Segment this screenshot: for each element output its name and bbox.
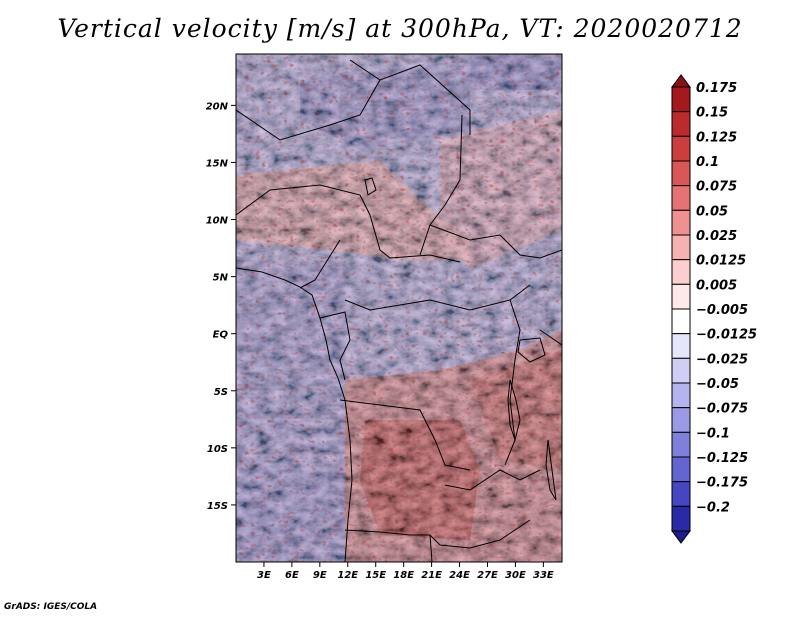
border-niger-algeria xyxy=(236,59,381,141)
border-nigeria-niger xyxy=(236,184,371,216)
y-tick-label: 15S xyxy=(207,501,228,512)
x-tick-label: 18E xyxy=(393,570,414,581)
colorbar-label: −0.005 xyxy=(696,303,748,318)
x-tick-label: 21E xyxy=(421,570,442,581)
border-gabon-congo xyxy=(319,311,351,381)
x-tick-label: 9E xyxy=(313,570,327,581)
colorbar-swatch xyxy=(671,185,691,211)
colorbar-label: −0.075 xyxy=(696,402,748,417)
colorbar-label: −0.0125 xyxy=(696,328,757,343)
border-zimbabwe xyxy=(429,519,531,549)
colorbar-swatch xyxy=(671,431,691,458)
lake-chad xyxy=(364,177,377,196)
x-tick-label: 33E xyxy=(533,570,554,581)
colorbar-label: −0.1 xyxy=(696,426,730,441)
lake-victoria xyxy=(517,337,546,363)
colorbar-label: −0.025 xyxy=(696,352,748,367)
border-zambia xyxy=(444,469,541,491)
colorbar-swatch xyxy=(671,407,691,433)
border-chad-sudan xyxy=(419,114,463,256)
y-axis: 20N 15N 10N 5N EQ 5S 10S 15S xyxy=(206,101,236,512)
lake-tanganyika xyxy=(507,379,521,442)
colorbar-label: 0.005 xyxy=(696,278,737,293)
border-sudan-ssudan xyxy=(429,224,562,259)
y-tick-label: 5N xyxy=(213,273,229,284)
map-frame xyxy=(235,53,563,563)
chart-title: Vertical velocity [m/s] at 300hPa, VT: 2… xyxy=(57,14,743,43)
colorbar-bottom-arrow xyxy=(671,530,691,544)
colorbar-label: −0.05 xyxy=(696,377,739,392)
y-tick-label: 20N xyxy=(206,101,229,112)
x-tick-label: 24E xyxy=(449,570,470,581)
colorbar-top-arrow xyxy=(671,74,691,88)
colorbar-label: −0.175 xyxy=(696,476,748,491)
colorbar-label: 0.1 xyxy=(696,155,719,170)
colorbar-swatch xyxy=(671,481,691,507)
x-tick-label: 15E xyxy=(365,570,386,581)
colorbar-label: 0.15 xyxy=(696,106,728,121)
borders xyxy=(236,59,562,562)
y-tick-label: 15N xyxy=(206,158,229,169)
field-noise-convective xyxy=(236,54,562,562)
colorbar-swatch xyxy=(671,505,691,532)
y-tick-label: EQ xyxy=(213,330,229,341)
grads-credit: GrADS: IGES/COLA xyxy=(4,602,98,612)
border-botswana xyxy=(429,534,433,562)
colorbar-label: 0.05 xyxy=(696,204,728,219)
colorbar-label: 0.125 xyxy=(696,130,737,145)
colorbar-label: −0.125 xyxy=(696,451,748,466)
colorbar-swatch xyxy=(671,86,691,113)
colorbar-swatch xyxy=(671,259,691,285)
x-tick-label: 12E xyxy=(337,570,358,581)
border-drc-angola xyxy=(339,399,471,471)
colorbar-label: −0.2 xyxy=(696,500,730,515)
colorbar-label: 0.025 xyxy=(696,229,737,244)
y-tick-label: 10N xyxy=(206,216,229,227)
coastline-west xyxy=(236,267,353,562)
border-drc-east xyxy=(504,299,521,466)
colorbar-swatch xyxy=(671,382,691,409)
border-angola-namibia xyxy=(344,529,430,536)
x-axis: 3E 6E 9E 12E 15E 18E 21E 24E 27E 30E 33E xyxy=(257,562,554,581)
x-tick-label: 3E xyxy=(257,570,271,581)
colorbar-label: 0.175 xyxy=(696,81,737,96)
y-tick-label: 10S xyxy=(207,444,228,455)
colorbar-label: 0.0125 xyxy=(696,254,746,269)
x-tick-label: 6E xyxy=(285,570,299,581)
colorbar-swatch xyxy=(671,135,691,162)
border-nigeria-cameroon xyxy=(299,239,341,289)
border-kenya-tanzania xyxy=(539,329,562,346)
border-chad-car xyxy=(369,214,461,263)
colorbar-swatch xyxy=(671,234,691,261)
x-tick-label: 27E xyxy=(477,570,498,581)
lake-malawi xyxy=(545,439,557,501)
x-tick-label: 30E xyxy=(505,570,526,581)
colorbar-swatch xyxy=(671,357,691,384)
colorbar-swatch xyxy=(671,283,691,310)
colorbar-swatch xyxy=(671,111,691,137)
y-tick-label: 5S xyxy=(214,387,228,398)
colorbar-swatch xyxy=(671,308,691,335)
colorbar-swatch xyxy=(671,456,691,483)
colorbar-swatch xyxy=(671,209,691,236)
colorbar-label: 0.075 xyxy=(696,180,737,195)
border-libya-chad xyxy=(379,64,471,135)
colorbar: 0.175 0.15 0.125 0.1 0.075 0.05 0.025 0.0125 0.0… xyxy=(671,74,757,544)
map-panel xyxy=(236,54,562,562)
colorbar-swatch xyxy=(671,333,691,359)
colorbar-swatch xyxy=(671,160,691,187)
